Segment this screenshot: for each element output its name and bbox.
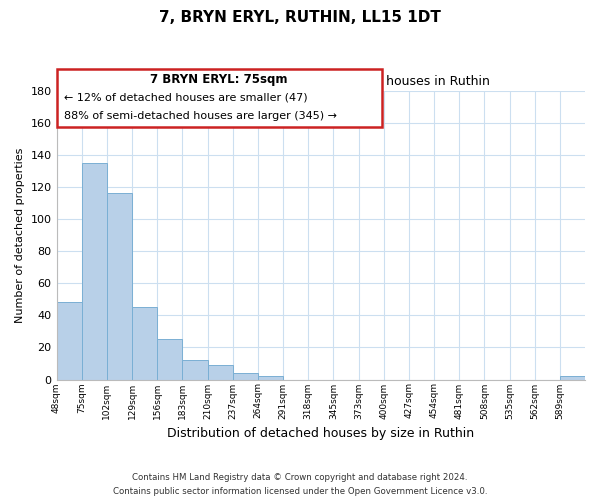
- Bar: [82, 163, 107, 380]
- Bar: [132, 308, 157, 380]
- Bar: [182, 360, 208, 380]
- Text: ← 12% of detached houses are smaller (47): ← 12% of detached houses are smaller (47…: [64, 93, 308, 103]
- Title: Size of property relative to detached houses in Ruthin: Size of property relative to detached ho…: [152, 75, 490, 88]
- Text: 7 BRYN ERYL: 75sqm: 7 BRYN ERYL: 75sqm: [150, 73, 288, 86]
- Bar: [560, 376, 585, 380]
- Bar: [208, 365, 233, 380]
- Bar: [157, 340, 182, 380]
- Text: 88% of semi-detached houses are larger (345) →: 88% of semi-detached houses are larger (…: [64, 112, 337, 122]
- Text: Contains public sector information licensed under the Open Government Licence v3: Contains public sector information licen…: [113, 486, 487, 496]
- Bar: [233, 373, 258, 380]
- Text: 7, BRYN ERYL, RUTHIN, LL15 1DT: 7, BRYN ERYL, RUTHIN, LL15 1DT: [159, 10, 441, 25]
- Text: Contains HM Land Registry data © Crown copyright and database right 2024.: Contains HM Land Registry data © Crown c…: [132, 473, 468, 482]
- X-axis label: Distribution of detached houses by size in Ruthin: Distribution of detached houses by size …: [167, 427, 475, 440]
- Y-axis label: Number of detached properties: Number of detached properties: [15, 148, 25, 322]
- Bar: [258, 376, 283, 380]
- Bar: [56, 302, 82, 380]
- Bar: [107, 194, 132, 380]
- FancyBboxPatch shape: [56, 69, 382, 126]
